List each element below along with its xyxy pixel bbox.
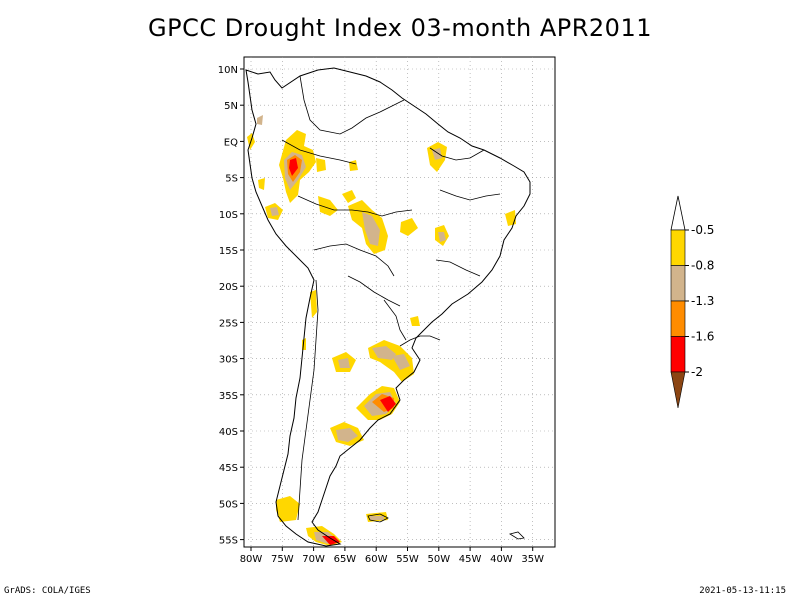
legend-bottom-cap	[670, 371, 686, 409]
drought-patch	[342, 190, 356, 203]
legend-swatch	[670, 265, 686, 302]
lon-tick-label: 55W	[396, 554, 419, 565]
country-border	[347, 275, 401, 307]
lat-tick-label: 5N	[224, 101, 238, 112]
lon-tick-label: 35W	[521, 554, 544, 565]
legend-swatch	[670, 300, 686, 337]
country-border	[429, 147, 485, 161]
lon-tick-label: 75W	[271, 554, 294, 565]
drought-patch	[438, 232, 446, 242]
country-border	[299, 75, 405, 135]
country-border	[313, 243, 395, 277]
drought-patch	[289, 158, 298, 176]
drought-patches	[247, 115, 516, 546]
legend-label: -1.3	[691, 294, 714, 308]
legend-swatch	[670, 336, 686, 373]
lat-tick-label: 35S	[219, 391, 238, 402]
lat-tick-label: 25S	[219, 318, 238, 329]
legend-top-cap	[670, 195, 686, 231]
lon-tick-label: 45W	[459, 554, 482, 565]
drought-patch	[257, 115, 263, 125]
map-frame	[243, 56, 556, 548]
south-georgia	[508, 531, 525, 540]
country-border	[439, 189, 501, 201]
country-border	[297, 195, 413, 217]
legend-label: -0.8	[691, 259, 714, 273]
lat-tick-label: 40S	[219, 427, 238, 438]
drought-patch	[338, 358, 350, 368]
legend-swatch	[670, 229, 686, 266]
lon-tick-label: 70W	[302, 554, 325, 565]
drought-patch	[318, 196, 338, 216]
country-border	[297, 279, 319, 521]
lat-tick-label: 30S	[219, 355, 238, 366]
drought-patch	[276, 496, 300, 522]
drought-patch	[410, 316, 420, 326]
legend-label: -0.5	[691, 223, 714, 237]
lat-tick-label: EQ	[224, 137, 238, 148]
latitude-axis: 10N 5N EQ 5S 10S 15S 20S 25S 30S 35S 40S 45S 50S 55S	[218, 65, 244, 547]
footer-credit: GrADS: COLA/IGES	[4, 586, 91, 596]
drought-patch	[310, 290, 317, 318]
country-border	[383, 299, 407, 341]
drought-patch	[270, 207, 279, 216]
chart-title: GPCC Drought Index 03-month APR2011	[148, 14, 652, 42]
drought-patch	[505, 210, 516, 226]
lat-tick-label: 5S	[225, 174, 238, 185]
lon-tick-label: 50W	[427, 554, 450, 565]
drought-patch	[362, 212, 380, 246]
footer-timestamp: 2021-05-13-11:15	[699, 586, 786, 596]
drought-patch	[322, 536, 340, 545]
lat-tick-label: 55S	[219, 536, 238, 547]
country-border	[281, 139, 357, 165]
lat-tick-label: 10N	[218, 65, 238, 76]
lon-tick-label: 65W	[334, 554, 357, 565]
drought-patch	[370, 516, 384, 520]
drought-patch	[336, 428, 358, 442]
country-border	[435, 259, 481, 277]
drought-patch	[400, 218, 418, 236]
legend-label: -1.6	[691, 330, 714, 344]
drought-patch	[392, 354, 410, 370]
color-legend: -0.5 -0.8 -1.3 -1.6 -2	[670, 195, 714, 409]
drought-patch	[258, 178, 265, 190]
lat-tick-label: 50S	[219, 499, 238, 510]
drought-patch	[380, 396, 396, 412]
lat-tick-label: 45S	[219, 463, 238, 474]
lon-tick-label: 80W	[240, 554, 263, 565]
drought-patch	[316, 158, 326, 172]
lat-tick-label: 15S	[219, 246, 238, 257]
drought-patch	[372, 346, 396, 360]
lon-tick-label: 60W	[365, 554, 388, 565]
coastline	[245, 67, 531, 547]
lon-tick-label: 40W	[490, 554, 513, 565]
lat-tick-label: 10S	[219, 210, 238, 221]
falkland-islands	[367, 513, 389, 523]
lat-tick-label: 20S	[219, 282, 238, 293]
longitude-axis: 80W 75W 70W 65W 60W 55W 50W 45W 40W 35W	[240, 547, 544, 565]
country-border	[399, 335, 441, 347]
legend-label: -2	[691, 365, 703, 379]
continent-outline	[245, 67, 531, 547]
